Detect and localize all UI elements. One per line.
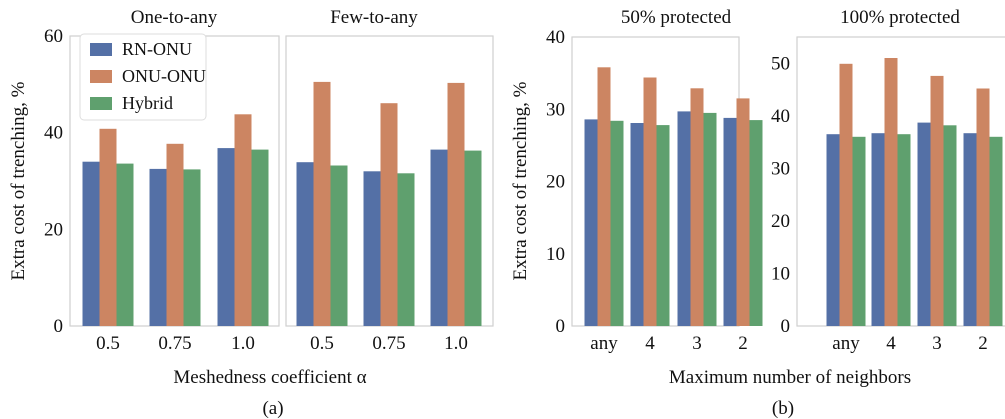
x-tick-label: 1.0: [444, 333, 468, 354]
bar-few-to-any-rn-onu-0-5: [296, 162, 314, 326]
bar-50-protected-rn-onu-any: [584, 119, 598, 327]
bar-100-protected-onu-onu-4: [884, 58, 898, 326]
y-axis-label-b: Extra cost of trenching, %: [510, 81, 531, 280]
bar-100-protected-hybrid-2: [989, 136, 1003, 326]
x-tick-label: 4: [886, 333, 896, 354]
panel-50-protected-title: 50% protected: [621, 7, 732, 28]
y-tick-label: 10: [546, 244, 565, 265]
bar-50-protected-hybrid-4: [656, 125, 670, 326]
legend-label-onu-onu: ONU-ONU: [122, 66, 206, 86]
x-axis-label-a: Meshedness coefficient α: [173, 367, 366, 388]
bar-50-protected-rn-onu-3: [677, 111, 691, 327]
x-tick-label: any: [832, 333, 860, 354]
plot-few-to-any: 0.5 0.75 1.0: [296, 81, 482, 354]
bar-few-to-any-rn-onu-0-75: [363, 171, 381, 326]
bar-50-protected-onu-onu-any: [597, 67, 611, 327]
panel-100-protected-title: 100% protected: [840, 7, 960, 28]
bar-one-to-any-hybrid-1-0: [251, 149, 269, 326]
panel-one-to-any-title: One-to-any: [131, 7, 218, 28]
x-tick-label: 3: [692, 333, 702, 354]
bar-100-protected-hybrid-4: [897, 134, 911, 326]
bar-100-protected-onu-onu-3: [930, 75, 944, 327]
bar-100-protected-hybrid-any: [852, 136, 866, 326]
y-tick-label: 30: [771, 158, 790, 179]
y-tick-label: 0: [781, 316, 791, 337]
bar-50-protected-hybrid-2: [749, 120, 763, 326]
caption-a: (a): [262, 398, 283, 419]
x-tick-label: 0.75: [372, 333, 405, 354]
y-tick-label: 30: [546, 99, 565, 120]
x-tick-label: 2: [738, 333, 748, 354]
y-tick-label: 40: [771, 106, 790, 127]
bar-50-protected-onu-onu-3: [690, 88, 704, 326]
caption-b: (b): [772, 398, 794, 419]
bar-few-to-any-hybrid-1-0: [464, 150, 482, 326]
bar-one-to-any-onu-onu-0-75: [166, 143, 184, 326]
bar-50-protected-hybrid-any: [610, 120, 624, 326]
legend-swatch-hybrid: [90, 97, 112, 110]
bar-few-to-any-onu-onu-0-75: [380, 103, 398, 326]
bar-few-to-any-rn-onu-1-0: [430, 149, 448, 326]
y-tick-label: 20: [546, 172, 565, 193]
y-tick-label: 20: [771, 211, 790, 232]
y-tick-label: 0: [556, 316, 566, 337]
y-tick-label: 20: [44, 219, 63, 240]
bar-50-protected-rn-onu-2: [723, 117, 737, 327]
legend-swatch-rn-onu: [90, 43, 112, 56]
legend: RN-ONU ONU-ONU Hybrid: [79, 33, 207, 121]
legend-swatch-onu-onu: [90, 70, 112, 83]
bar-few-to-any-onu-onu-0-5: [313, 81, 331, 327]
y-tick-label: 40: [546, 27, 565, 48]
bar-100-protected-onu-onu-any: [839, 63, 853, 327]
bar-one-to-any-hybrid-0-5: [116, 163, 134, 326]
bar-50-protected-hybrid-3: [703, 112, 717, 327]
bar-one-to-any-rn-onu-1-0: [217, 148, 235, 326]
bar-few-to-any-hybrid-0-5: [330, 165, 348, 326]
legend-label-hybrid: Hybrid: [122, 93, 173, 113]
legend-label-rn-onu: RN-ONU: [122, 39, 192, 59]
x-tick-label: any: [590, 333, 618, 354]
bar-100-protected-rn-onu-any: [826, 134, 840, 326]
bar-one-to-any-onu-onu-0-5: [99, 128, 117, 326]
bar-50-protected-onu-onu-4: [643, 77, 657, 326]
x-tick-label: 0.5: [96, 333, 120, 354]
x-tick-label: 0.75: [158, 333, 191, 354]
bar-one-to-any-onu-onu-1-0: [234, 114, 252, 326]
bar-100-protected-rn-onu-2: [963, 133, 977, 326]
x-tick-label: 0.5: [310, 333, 334, 354]
bar-50-protected-rn-onu-4: [630, 123, 644, 326]
y-tick-label: 40: [44, 123, 63, 144]
x-tick-label: 3: [932, 333, 942, 354]
bar-50-protected-onu-onu-2: [736, 98, 750, 327]
bar-100-protected-rn-onu-4: [871, 133, 885, 326]
bar-few-to-any-onu-onu-1-0: [447, 82, 465, 327]
bar-one-to-any-rn-onu-0-75: [149, 168, 167, 326]
x-tick-label: 1.0: [231, 333, 255, 354]
bar-100-protected-onu-onu-2: [976, 88, 990, 326]
y-tick-label: 50: [771, 53, 790, 74]
bar-one-to-any-hybrid-0-75: [183, 169, 201, 326]
y-tick-label: 10: [771, 264, 790, 285]
bar-100-protected-rn-onu-3: [917, 122, 931, 326]
bar-100-protected-hybrid-3: [943, 125, 957, 326]
panel-few-to-any-title: Few-to-any: [330, 7, 418, 28]
x-axis-label-b: Maximum number of neighbors: [669, 367, 911, 388]
y-tick-label: 0: [54, 316, 64, 337]
plot-one-to-any: 0.5 0.75 1.0 0 20 40 60: [44, 26, 269, 354]
y-tick-label: 60: [44, 26, 63, 47]
x-tick-label: 2: [978, 333, 988, 354]
x-tick-label: 4: [645, 333, 655, 354]
bar-few-to-any-hybrid-0-75: [397, 173, 415, 326]
bar-one-to-any-rn-onu-0-5: [82, 161, 100, 326]
y-axis-label-a: Extra cost of trenching, %: [8, 81, 29, 280]
